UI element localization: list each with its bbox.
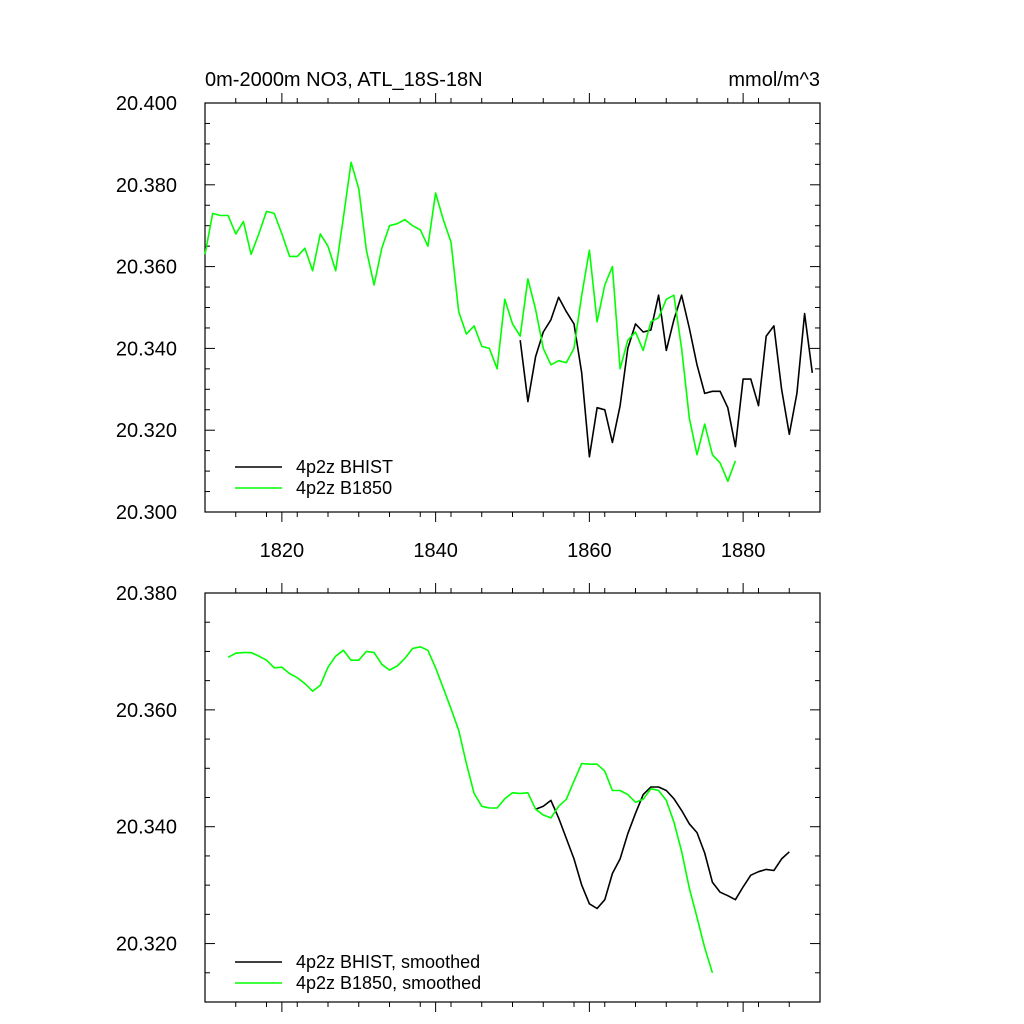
legend-label: 4p2z B1850, smoothed: [296, 973, 481, 993]
series-line-0: [519, 294, 814, 458]
legend-label: 4p2z BHIST, smoothed: [296, 952, 480, 972]
y-tick-label: 20.320: [116, 934, 177, 956]
y-tick-label: 20.360: [116, 257, 177, 279]
series-line-1: [204, 161, 737, 483]
top-panel: 1820 1840 1860 1880 20.300 20.320 20.340 20.360…: [116, 93, 821, 562]
chart-title: 0m-2000m NO3, ATL_18S-18N: [205, 69, 483, 91]
plot-frame: [204, 592, 821, 1003]
y-tick-label: 20.340: [116, 338, 177, 360]
series-line-0: [535, 786, 790, 910]
x-tick-label: 1840: [413, 540, 458, 562]
x-tick-label: 1860: [567, 540, 612, 562]
y-tick-label: 20.380: [116, 583, 177, 605]
legend-label: 4p2z B1850: [296, 478, 392, 498]
y-tick-label: 20.360: [116, 700, 177, 722]
units-label: mmol/m^3: [728, 69, 820, 91]
x-tick-label: 1820: [260, 540, 305, 562]
series-line-1: [227, 645, 714, 974]
bottom-panel: 20.320 20.340 20.360 20.380 4p2z BHIST, smoo…: [116, 583, 821, 1012]
y-tick-label: 20.380: [116, 175, 177, 197]
y-tick-label: 20.320: [116, 420, 177, 442]
x-tick-label: 1880: [721, 540, 766, 562]
y-tick-label: 20.400: [116, 93, 177, 115]
y-tick-label: 20.340: [116, 817, 177, 839]
plot-frame: [204, 102, 821, 513]
y-tick-label: 20.300: [116, 502, 177, 524]
legend-label: 4p2z BHIST: [296, 457, 393, 477]
